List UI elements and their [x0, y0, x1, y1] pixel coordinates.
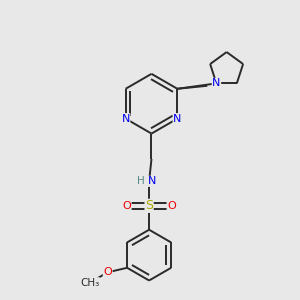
- Text: N: N: [122, 114, 130, 124]
- Text: N: N: [148, 176, 156, 186]
- Text: O: O: [103, 267, 112, 277]
- Text: N: N: [173, 114, 182, 124]
- Text: H: H: [137, 176, 145, 186]
- Text: O: O: [167, 201, 176, 211]
- Text: CH₃: CH₃: [80, 278, 99, 288]
- Text: N: N: [212, 78, 220, 88]
- Text: O: O: [122, 201, 131, 211]
- Text: S: S: [145, 199, 153, 212]
